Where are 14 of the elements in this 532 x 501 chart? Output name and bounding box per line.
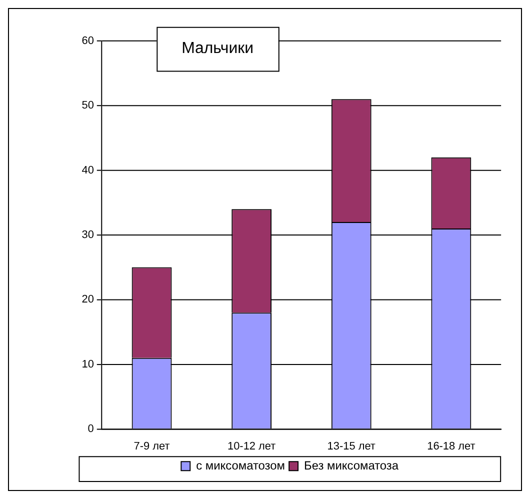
x-tick-label: 10-12 лет [228, 440, 276, 453]
y-tick-label: 60 [82, 34, 94, 47]
y-tick-label: 20 [82, 294, 94, 306]
y-tick-label: 40 [82, 164, 94, 176]
legend-label: с миксоматозом [196, 458, 285, 472]
x-tick-label: 7-9 лет [134, 440, 170, 453]
y-tick-label: 10 [82, 358, 94, 370]
x-tick-label: 16-18 лет [427, 440, 476, 453]
x-tick-label: 13-15 лет [327, 440, 376, 453]
y-tick-label: 50 [82, 100, 94, 112]
chart-title: Мальчики [182, 40, 254, 58]
y-tick-label: 0 [88, 423, 94, 436]
y-tick-label: 30 [82, 228, 94, 241]
legend-label: Без миксоматоза [304, 458, 399, 472]
